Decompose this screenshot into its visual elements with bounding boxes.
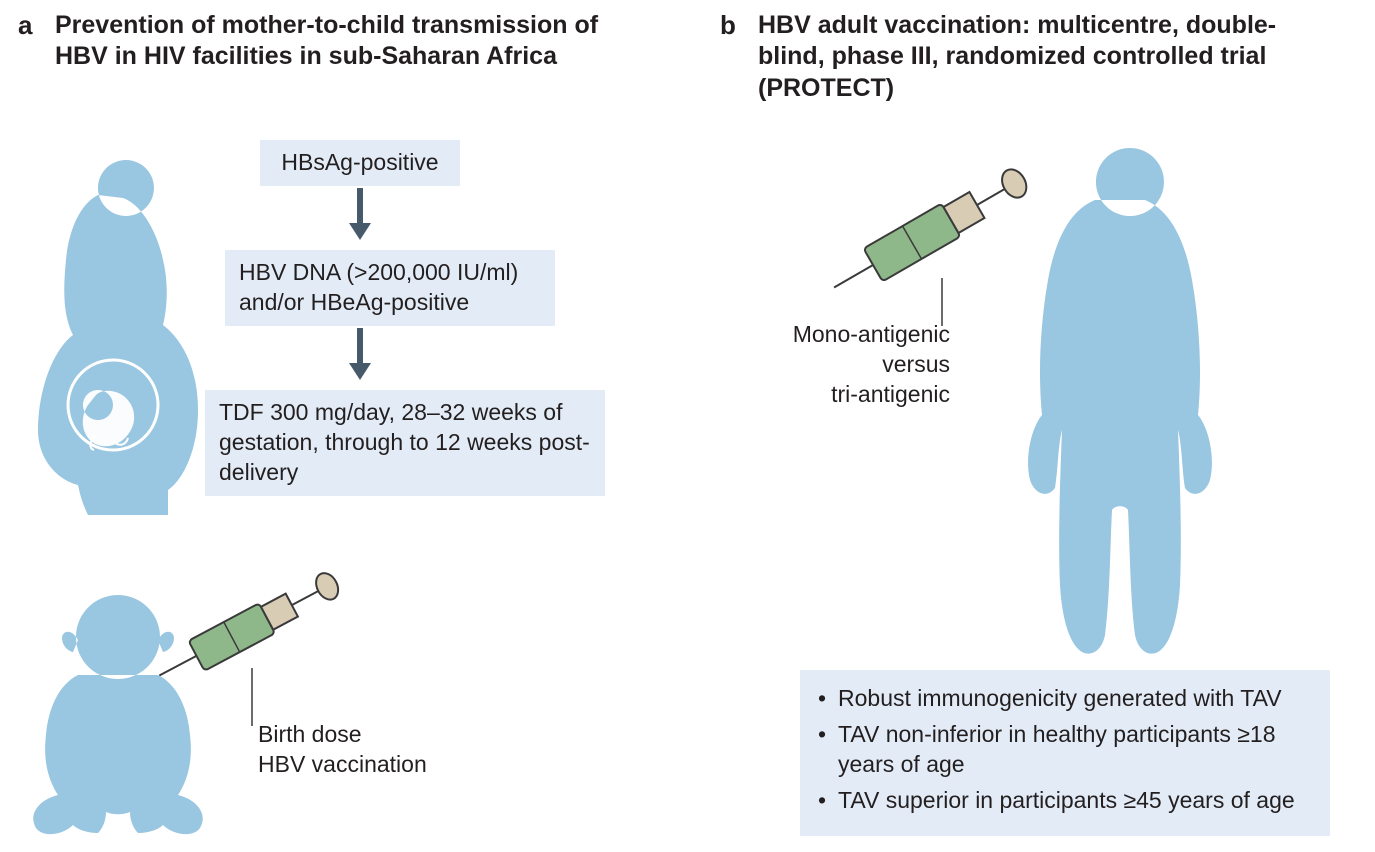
- pregnant-woman-icon: [18, 140, 218, 520]
- indicator-line-baby: [248, 668, 256, 726]
- mono-vs-tri-label: Mono-antigenic versus tri-antigenic: [755, 320, 950, 410]
- box-tdf: TDF 300 mg/day, 28–32 weeks of gestation…: [205, 390, 605, 496]
- bullet-2: TAV non-inferior in healthy participants…: [818, 720, 1312, 780]
- panel-a-label: a: [18, 10, 32, 41]
- box-hbsag: HBsAg-positive: [260, 140, 460, 186]
- birth-dose-line2: HBV vaccination: [258, 751, 427, 777]
- birth-dose-label: Birth dose HBV vaccination: [258, 720, 427, 780]
- results-list: Robust immunogenicity generated with TAV…: [818, 684, 1312, 816]
- mono-line2: versus: [882, 351, 950, 377]
- bullet-1: Robust immunogenicity generated with TAV: [818, 684, 1312, 714]
- syringe-adult-icon: [810, 160, 1040, 310]
- panel-b-title: HBV adult vaccination: multicentre, doub…: [758, 10, 1318, 104]
- panel-b-label: b: [720, 10, 736, 41]
- results-box: Robust immunogenicity generated with TAV…: [800, 670, 1330, 836]
- indicator-line-adult: [938, 278, 946, 326]
- birth-dose-line1: Birth dose: [258, 721, 362, 747]
- box-hbvdna: HBV DNA (>200,000 IU/ml) and/or HBeAg-po…: [225, 250, 555, 326]
- mono-line1: Mono-antigenic: [793, 321, 950, 347]
- panel-a-title: Prevention of mother-to-child transmissi…: [55, 10, 615, 73]
- arrow-1-icon: [345, 185, 375, 245]
- bullet-3: TAV superior in participants ≥45 years o…: [818, 786, 1312, 816]
- syringe-baby-icon: [140, 565, 350, 695]
- mono-line3: tri-antigenic: [831, 381, 950, 407]
- arrow-2-icon: [345, 325, 375, 385]
